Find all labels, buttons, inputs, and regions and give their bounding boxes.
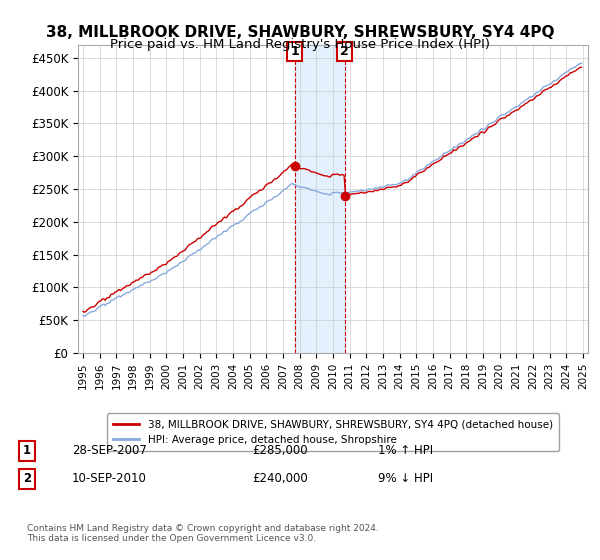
Text: 9% ↓ HPI: 9% ↓ HPI <box>378 472 433 486</box>
Text: 10-SEP-2010: 10-SEP-2010 <box>72 472 147 486</box>
Text: 2: 2 <box>23 472 31 486</box>
Text: 1% ↑ HPI: 1% ↑ HPI <box>378 444 433 458</box>
Bar <box>295 45 345 353</box>
Text: Price paid vs. HM Land Registry's House Price Index (HPI): Price paid vs. HM Land Registry's House … <box>110 38 490 51</box>
Text: 28-SEP-2007: 28-SEP-2007 <box>72 444 147 458</box>
Text: 1: 1 <box>290 45 299 58</box>
Text: £240,000: £240,000 <box>252 472 308 486</box>
Legend: 38, MILLBROOK DRIVE, SHAWBURY, SHREWSBURY, SY4 4PQ (detached house), HPI: Averag: 38, MILLBROOK DRIVE, SHAWBURY, SHREWSBUR… <box>107 413 559 451</box>
Text: £285,000: £285,000 <box>252 444 308 458</box>
Text: 1: 1 <box>23 444 31 458</box>
Text: 38, MILLBROOK DRIVE, SHAWBURY, SHREWSBURY, SY4 4PQ: 38, MILLBROOK DRIVE, SHAWBURY, SHREWSBUR… <box>46 25 554 40</box>
Text: 2: 2 <box>340 45 349 58</box>
Text: Contains HM Land Registry data © Crown copyright and database right 2024.
This d: Contains HM Land Registry data © Crown c… <box>27 524 379 543</box>
